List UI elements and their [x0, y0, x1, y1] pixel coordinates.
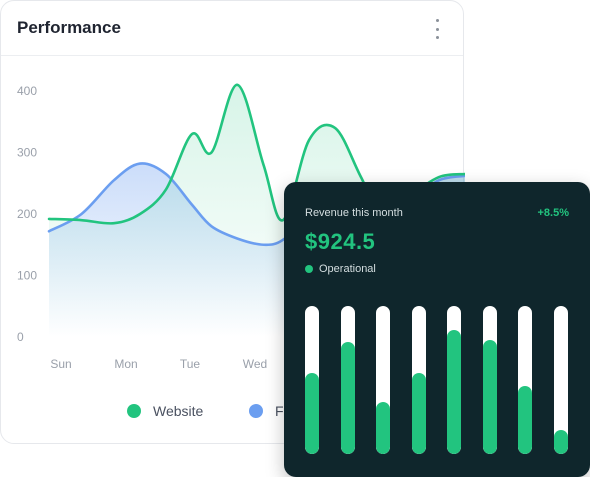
y-tick-label: 400	[17, 84, 37, 98]
revenue-bar-5	[447, 306, 461, 454]
more-options-icon[interactable]	[431, 19, 443, 39]
y-tick-label: 100	[17, 269, 37, 283]
revenue-bar-fill	[482, 340, 497, 454]
revenue-bar-8	[553, 306, 568, 454]
revenue-bar-fill	[376, 402, 390, 454]
performance-title: Performance	[17, 18, 121, 37]
revenue-bar-fill	[340, 341, 355, 454]
revenue-bar-1	[305, 306, 319, 454]
performance-card-header: Performance	[1, 1, 463, 56]
legend-dot-website	[127, 404, 141, 418]
revenue-bar-fill	[411, 372, 426, 454]
x-tick-label: Wed	[243, 357, 267, 371]
revenue-bar-6	[482, 306, 497, 454]
x-tick-label: Sun	[50, 357, 71, 371]
revenue-label: Revenue this month	[305, 207, 403, 219]
y-tick-label: 0	[17, 330, 24, 344]
revenue-bar-fill	[447, 329, 461, 454]
revenue-bar-2	[340, 306, 355, 454]
revenue-bar-4	[411, 306, 426, 454]
y-tick-label: 300	[17, 146, 37, 160]
revenue-bar-fill	[305, 372, 319, 454]
revenue-bar-fill	[518, 385, 532, 454]
revenue-bar-fill	[553, 430, 568, 454]
x-tick-label: Tue	[180, 357, 201, 371]
legend-item-website[interactable]: Website	[127, 403, 203, 419]
status-label: Operational	[319, 263, 376, 275]
revenue-bar-7	[518, 306, 532, 454]
legend-label-website: Website	[153, 403, 204, 419]
x-tick-label: Mon	[114, 357, 137, 371]
status-dot-icon	[305, 265, 313, 273]
legend-dot-fa	[249, 404, 263, 418]
revenue-amount: $924.5	[305, 229, 376, 254]
revenue-change-badge: +8.5%	[537, 207, 570, 219]
status-indicator: Operational	[305, 263, 376, 275]
y-tick-label: 200	[17, 207, 37, 221]
revenue-card: Revenue this month +8.5% $924.5 Operatio…	[284, 182, 590, 477]
revenue-bar-3	[376, 306, 390, 454]
